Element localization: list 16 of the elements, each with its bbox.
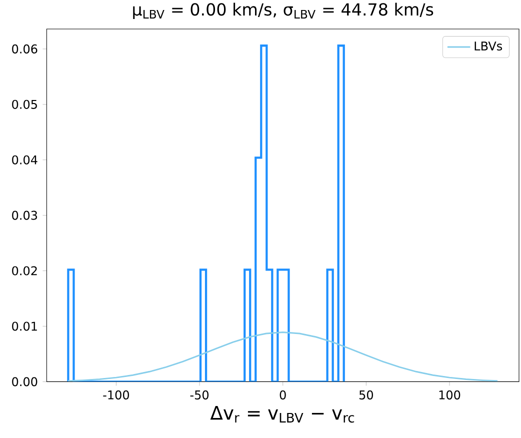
y-tick-label: 0.01 <box>12 322 37 331</box>
y-tick-label: 0.04 <box>12 155 38 164</box>
x-tick-label: 0 <box>280 390 286 400</box>
y-tick-label: 0.06 <box>12 44 38 54</box>
y-tick-label: 0.00 <box>12 377 38 386</box>
y-tick-label: 0.05 <box>12 100 37 109</box>
legend-label: LBVs <box>474 42 502 51</box>
line-series <box>67 332 498 382</box>
chart-title: μ$_{LBV}$ = 0.00 km/s, σ$_{LBV}$ = 44.78 km/s <box>133 2 434 19</box>
x-tick-label: -100 <box>103 390 130 400</box>
y-tick-label: 0.02 <box>12 266 37 276</box>
x-tick-label: -50 <box>190 390 209 400</box>
x-tick-label: 100 <box>439 390 460 400</box>
x-axis-title: Δv$_{r}$ = v$_{LBV}$ − v$_{rc}$ <box>210 406 354 423</box>
y-tick-label: 0.03 <box>12 210 38 220</box>
x-tick-label: 50 <box>359 390 374 400</box>
